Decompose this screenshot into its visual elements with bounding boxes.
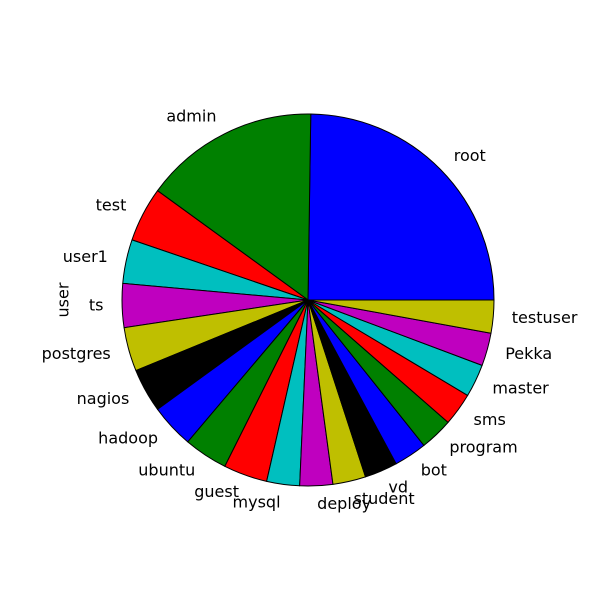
pie-label-admin: admin — [166, 107, 216, 126]
pie-label-test: test — [96, 195, 127, 214]
pie-label-hadoop: hadoop — [98, 429, 158, 448]
pie-label-root: root — [454, 146, 486, 165]
pie-slice-testuser — [307, 299, 495, 334]
pie-label-postgres: postgres — [42, 344, 111, 363]
pie-label-nagios: nagios — [77, 389, 130, 408]
pie-label-testuser: testuser — [512, 308, 578, 327]
pie-label-ts: ts — [89, 296, 104, 315]
pie-label-ubuntu: ubuntu — [138, 460, 195, 479]
pie-label-pekka: Pekka — [505, 344, 552, 363]
pie-label-user1: user1 — [63, 247, 108, 266]
pie-slice-root — [307, 113, 495, 301]
pie-labels: root admin test user1 ts postgres nagios hadoop… — [42, 107, 578, 513]
pie-label-sms: sms — [474, 410, 506, 429]
pie-label-bot: bot — [421, 460, 447, 479]
pie-label-guest: guest — [194, 482, 239, 501]
pie-label-student: student — [354, 489, 415, 508]
pie-label-vd: vd — [388, 478, 408, 497]
pie-label-deploy: deploy — [317, 494, 371, 513]
pie-label-mysql: mysql — [233, 492, 281, 511]
y-axis-label: user — [54, 282, 73, 317]
pie-slices — [121, 113, 495, 487]
pie-label-master: master — [492, 378, 549, 397]
pie-slice-admin — [157, 113, 312, 301]
pie-label-program: program — [449, 437, 517, 456]
